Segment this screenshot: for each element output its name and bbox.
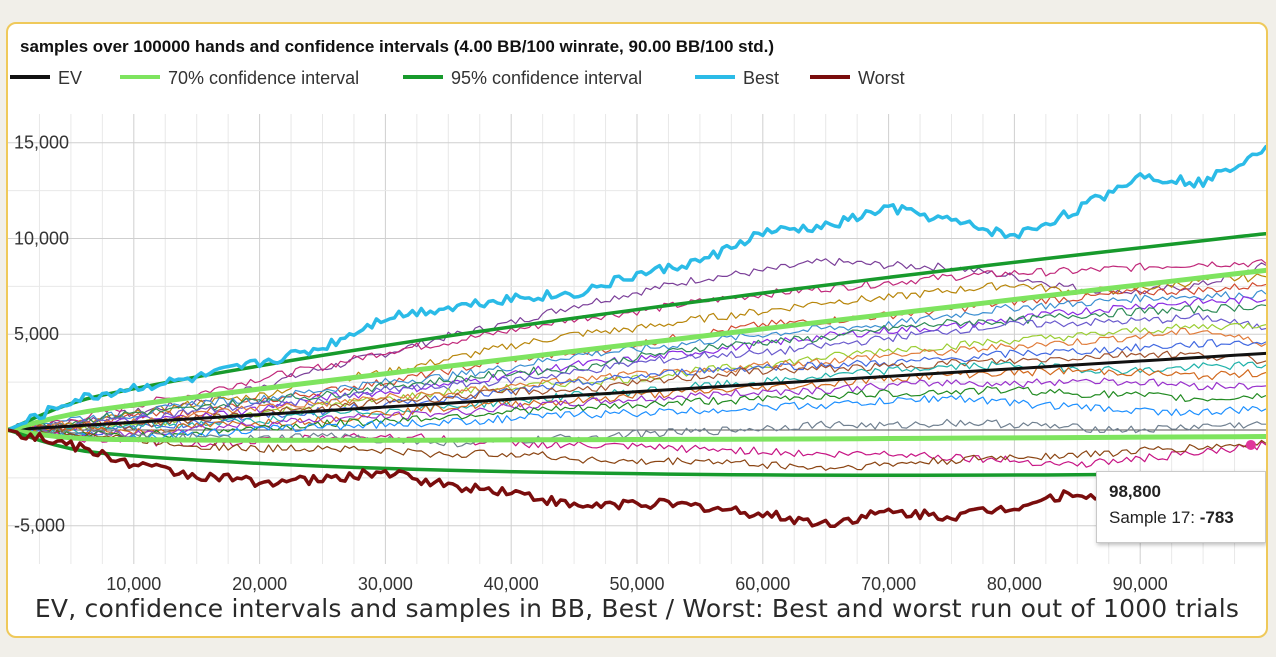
series-line-70-confidence-interval xyxy=(8,267,1266,433)
sample-line-19 xyxy=(8,426,1266,471)
tooltip-sample-row: Sample 17: -783 xyxy=(1109,508,1253,528)
chart-caption: EV, confidence intervals and samples in … xyxy=(34,594,1240,623)
sample-line-20 xyxy=(8,418,1266,448)
y-tick-label: 5,000 xyxy=(14,324,59,344)
sample-line-3 xyxy=(8,273,1266,431)
series-line-ev xyxy=(8,351,1266,432)
series-line-interval-lower-4 xyxy=(8,428,1266,477)
chart-frame: samples over 100000 hands and confidence… xyxy=(6,22,1268,638)
y-tick-label: -5,000 xyxy=(14,516,65,536)
sample-line-11 xyxy=(8,339,1266,437)
legend-label: EV xyxy=(58,68,82,88)
sample-line-7 xyxy=(8,304,1266,432)
y-tick-label: 15,000 xyxy=(14,133,69,153)
x-tick-label: 70,000 xyxy=(861,574,916,594)
x-tick-label: 50,000 xyxy=(609,574,664,594)
tooltip-sample-label: Sample 17: xyxy=(1109,508,1200,527)
grid xyxy=(8,114,1266,564)
sample-line-12 xyxy=(8,350,1266,432)
series-line-best xyxy=(8,144,1266,432)
line-chart: samples over 100000 hands and confidence… xyxy=(8,37,1266,594)
x-tick-label: 60,000 xyxy=(735,574,790,594)
tooltip-x-label: 98,800 xyxy=(1109,482,1161,501)
x-tick-label: 30,000 xyxy=(358,574,413,594)
x-tick-label: 80,000 xyxy=(987,574,1042,594)
sample-line-2 xyxy=(8,259,1266,431)
tooltip: 98,800 Sample 17: -783 xyxy=(1096,471,1266,543)
y-tick-label: 10,000 xyxy=(14,228,69,248)
chart-title: samples over 100000 hands and confidence… xyxy=(20,37,774,56)
x-tick-label: 40,000 xyxy=(484,574,539,594)
tooltip-value: -783 xyxy=(1199,508,1234,527)
legend: EV 70% confidence interval 95% confidence … xyxy=(10,68,905,88)
legend-label: 95% confidence interval xyxy=(451,68,642,88)
main-series-lines xyxy=(8,144,1266,530)
sample-line-8 xyxy=(8,312,1266,431)
x-tick-label: 90,000 xyxy=(1113,574,1168,594)
series-line-worst xyxy=(8,428,1266,530)
sample-line-10 xyxy=(8,327,1266,433)
hover-point[interactable] xyxy=(1245,439,1256,450)
sample-line-16 xyxy=(8,385,1266,440)
legend-label: 70% confidence interval xyxy=(168,68,359,88)
legend-label: Worst xyxy=(858,68,905,88)
x-tick-label: 10,000 xyxy=(106,574,161,594)
sample-line-18 xyxy=(8,395,1266,442)
sample-line-15 xyxy=(8,377,1266,439)
x-axis: 10,000 20,000 30,000 40,000 50,000 60,000 70,0… xyxy=(106,574,1167,594)
series-line-interval-lower-2 xyxy=(8,427,1266,443)
sample-line-5 xyxy=(8,289,1266,433)
legend-label: Best xyxy=(743,68,779,88)
x-tick-label: 20,000 xyxy=(232,574,287,594)
